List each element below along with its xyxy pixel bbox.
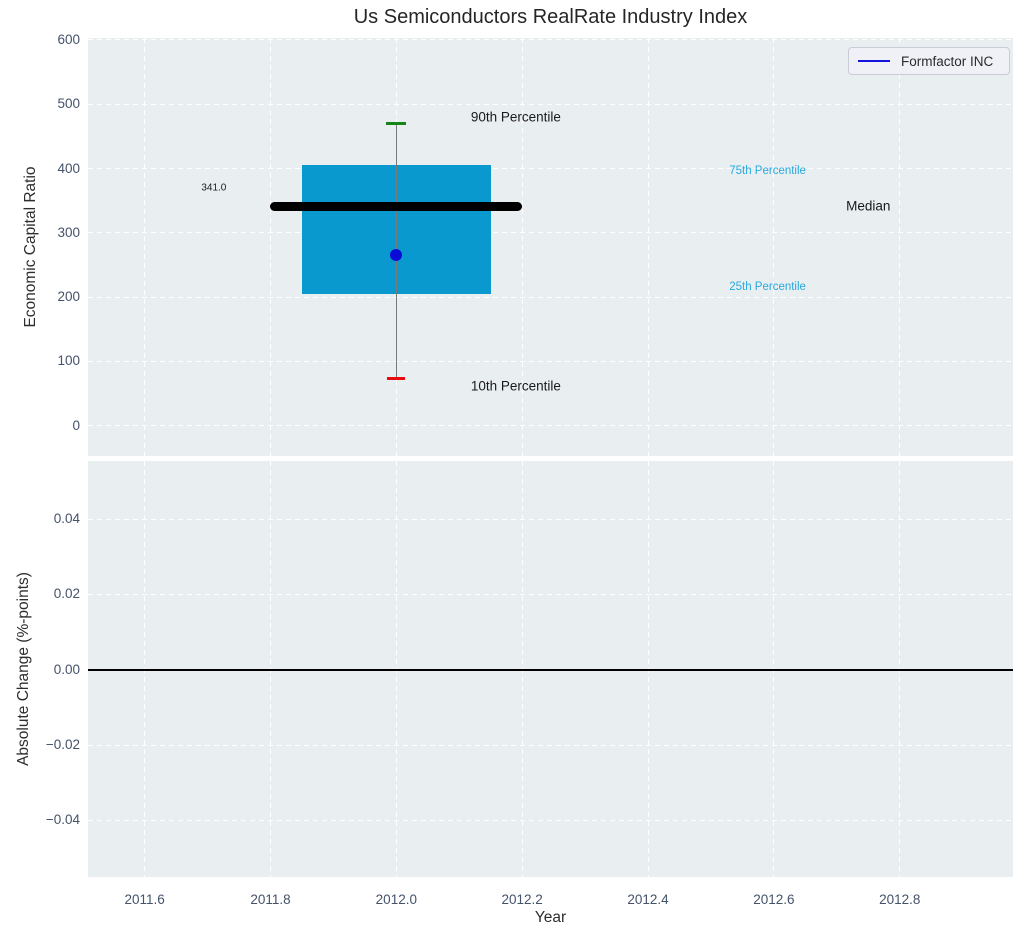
x-tick-label: 2012.8 xyxy=(879,892,921,907)
annotation-341-0: 341.0 xyxy=(201,182,227,194)
y-tick-label: 600 xyxy=(57,31,80,47)
x-tick-label: 2011.6 xyxy=(124,892,165,907)
horizontal-gridline xyxy=(88,232,1013,234)
x-tick-label: 2012.2 xyxy=(501,892,543,907)
horizontal-gridline xyxy=(88,296,1013,298)
y-tick-label: 400 xyxy=(57,160,80,176)
y-tick-label: −0.04 xyxy=(45,812,80,828)
p90-cap xyxy=(386,122,407,126)
top-plot-panel: 90th Percentile 10th Percentile 75th Perce… xyxy=(88,38,1013,456)
horizontal-gridline xyxy=(88,39,1013,41)
legend: Formfactor INC xyxy=(848,47,1010,75)
vertical-gridline xyxy=(521,38,523,456)
median-line xyxy=(270,201,523,211)
y-tick-label: 200 xyxy=(57,289,80,305)
vertical-gridline xyxy=(269,38,271,456)
horizontal-gridline xyxy=(88,518,1013,520)
x-axis-label: Year xyxy=(534,909,567,926)
zero-line xyxy=(88,668,1013,671)
horizontal-gridline xyxy=(88,819,1013,821)
y-tick-label: 0 xyxy=(72,417,80,433)
horizontal-gridline xyxy=(88,103,1013,105)
vertical-gridline xyxy=(899,38,901,456)
annotation-median: Median xyxy=(846,198,891,214)
x-tick-label: 2012.0 xyxy=(375,892,417,907)
y-tick-label: 100 xyxy=(57,353,80,369)
chart-title: Us Semiconductors RealRate Industry Inde… xyxy=(353,6,748,28)
annotation-10th-percentile: 10th Percentile xyxy=(470,378,561,394)
bottom-plot-panel xyxy=(88,461,1013,877)
annotation-75th-percentile: 75th Percentile xyxy=(729,165,806,178)
annotation-25th-percentile: 25th Percentile xyxy=(729,280,806,293)
p10-cap xyxy=(387,377,406,381)
horizontal-gridline xyxy=(88,425,1013,427)
x-tick-label: 2011.8 xyxy=(250,892,291,907)
y-tick-label: −0.02 xyxy=(45,737,80,753)
legend-label: Formfactor INC xyxy=(901,53,994,69)
y-tick-label: 0.02 xyxy=(53,586,80,602)
x-tick-label: 2012.6 xyxy=(753,892,795,907)
horizontal-gridline xyxy=(88,744,1013,746)
horizontal-gridline xyxy=(88,360,1013,362)
horizontal-gridline xyxy=(88,168,1013,170)
x-tick-label: 2012.4 xyxy=(627,892,669,907)
y-tick-label: 0.04 xyxy=(53,511,80,527)
vertical-gridline xyxy=(773,38,775,456)
horizontal-gridline xyxy=(88,593,1013,595)
vertical-gridline xyxy=(647,38,649,456)
annotation-90th-percentile: 90th Percentile xyxy=(470,109,561,125)
vertical-gridline xyxy=(144,38,146,456)
y-tick-label: 300 xyxy=(57,224,80,240)
company-point xyxy=(390,248,403,261)
y-tick-label: 0.00 xyxy=(53,661,80,677)
legend-line-sample xyxy=(858,60,890,62)
y-tick-label: 500 xyxy=(57,96,80,112)
